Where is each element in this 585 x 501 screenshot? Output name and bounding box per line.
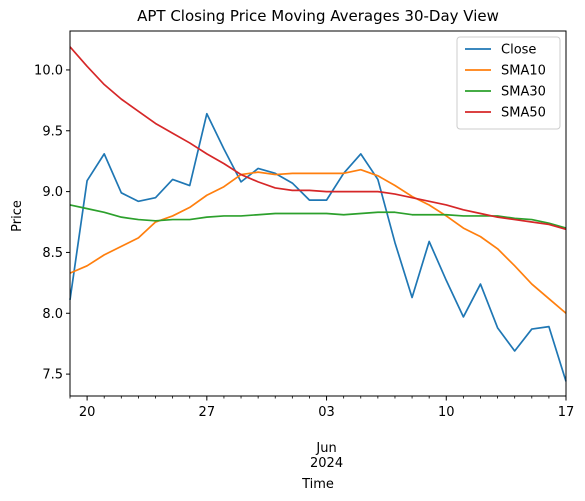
legend-box: [456, 36, 561, 130]
y-tick-label: 10.0: [34, 63, 63, 78]
x-tick-sublabel: 2024: [310, 456, 343, 471]
legend-label: Close: [501, 43, 536, 58]
y-tick-label: 9.5: [42, 124, 63, 139]
x-tick-label: 27: [199, 405, 216, 420]
x-tick-label: 17: [558, 405, 575, 420]
y-tick-label: 8.0: [42, 307, 63, 322]
x-tick-label: 20: [79, 405, 96, 420]
y-tick-label: 7.5: [42, 368, 63, 383]
y-tick-label: 8.5: [42, 246, 63, 261]
series-line-close: [69, 112, 567, 382]
series-line-sma10: [69, 168, 567, 314]
legend-label: SMA10: [501, 64, 546, 79]
series-line-sma50: [69, 46, 567, 231]
y-axis-title: Price: [10, 200, 25, 232]
x-tick-label: 03: [318, 405, 335, 420]
series-line-sma30: [69, 204, 567, 229]
legend-label: SMA30: [501, 85, 546, 100]
x-tick-label: 10: [438, 405, 455, 420]
plot-lines: [69, 46, 567, 382]
legend-label: SMA50: [501, 106, 546, 121]
x-axis-title: Time: [301, 477, 334, 492]
plot-frame: [69, 30, 567, 397]
x-tick-sublabel: Jun: [315, 441, 336, 456]
chart-title: APT Closing Price Moving Averages 30-Day…: [137, 7, 499, 25]
legend: Close SMA10 SMA30 SMA50: [456, 36, 561, 130]
y-axis: 7.5 8.0 8.5 9.0 9.5 10.0: [34, 63, 70, 383]
y-tick-label: 9.0: [42, 185, 63, 200]
